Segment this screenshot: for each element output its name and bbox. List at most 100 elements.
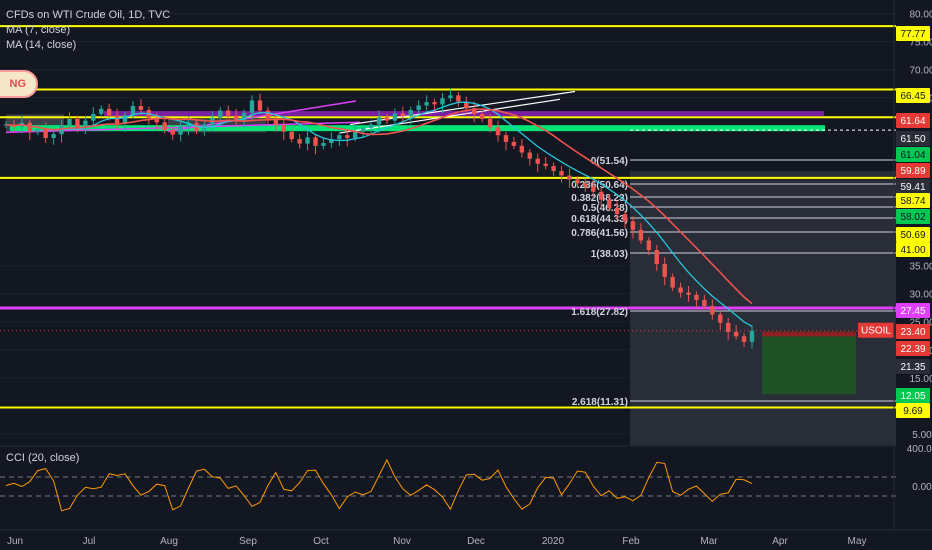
price-badge (896, 163, 930, 178)
x-tick-label: Feb (622, 536, 640, 547)
candle (622, 214, 628, 222)
candle (741, 336, 747, 342)
price-badge-label: 58.02 (900, 212, 925, 223)
target-zone (762, 336, 856, 395)
candle (392, 113, 398, 121)
candle (170, 130, 175, 135)
symbol-title: CFDs on WTI Crude Oil, 1D, TVC (6, 9, 171, 21)
price-badge-label: 50.69 (900, 230, 925, 241)
x-tick-label: 2020 (542, 536, 565, 547)
candle (138, 106, 144, 110)
price-badge (896, 359, 930, 374)
cci-line (5, 458, 753, 512)
y-tick-label: 25.00 (909, 318, 932, 329)
candle (27, 122, 33, 132)
candle (479, 113, 485, 119)
candle (226, 110, 231, 116)
candle (662, 264, 667, 277)
candle (265, 110, 271, 119)
price-badge (896, 242, 930, 257)
price-badge-label: 22.39 (900, 344, 925, 355)
candle (43, 129, 48, 138)
candle (408, 109, 413, 117)
price-badge (896, 147, 930, 162)
candle (654, 250, 659, 265)
cci-legend: CCI (20, close) (6, 452, 80, 464)
candle (162, 122, 167, 131)
status-badge[interactable]: NG (0, 70, 38, 98)
candle (352, 131, 358, 138)
candle (591, 186, 596, 192)
price-badge-label: 61.50 (900, 134, 925, 145)
channel-line (339, 98, 561, 134)
candle (384, 117, 390, 121)
price-badge-label: 77.77 (900, 29, 925, 40)
y-tick-label: 30.00 (909, 290, 932, 301)
candle (472, 108, 477, 114)
candle (321, 143, 326, 146)
candle (575, 179, 580, 184)
candle (646, 240, 652, 251)
x-tick-label: Jun (7, 536, 23, 547)
candle (567, 175, 572, 180)
support-line (10, 125, 825, 132)
ma7-label: MA (7, close) (6, 24, 71, 36)
candle (122, 115, 128, 124)
candle (543, 163, 548, 166)
candle (733, 331, 739, 337)
instrument-tag-label: USOIL (861, 326, 891, 337)
candle (368, 124, 374, 128)
candle (257, 100, 263, 111)
candle (535, 158, 540, 164)
candle (614, 208, 620, 215)
candle (670, 276, 675, 288)
x-tick-label: Jul (83, 536, 96, 547)
price-badge (896, 227, 930, 242)
price-badge (896, 341, 930, 356)
candle (313, 137, 318, 146)
price-badge-label: 27.45 (900, 306, 925, 317)
x-tick-label: Oct (313, 536, 329, 547)
price-badge-label: 41.00 (900, 245, 925, 256)
price-badge-label: 23.40 (900, 327, 925, 338)
price-badge (896, 113, 930, 128)
candle (694, 294, 699, 300)
candle (249, 100, 255, 113)
candle (519, 145, 525, 153)
candle (599, 191, 604, 200)
candle (360, 127, 366, 132)
candle (503, 135, 509, 142)
x-tick-label: Apr (772, 536, 788, 547)
y-tick-label: 70.00 (909, 66, 932, 77)
fib-label: 0.618(44.33) (571, 214, 628, 225)
candle (416, 105, 421, 110)
ma14-label: MA (14, close) (6, 39, 77, 51)
price-badge (896, 324, 930, 339)
candle (337, 135, 342, 140)
price-badge-label: 61.64 (900, 116, 925, 127)
fib-label: 2.618(11.31) (572, 397, 628, 408)
price-badge-label: 12.05 (900, 391, 925, 402)
candle (51, 134, 56, 138)
price-badge-label: 58.74 (900, 196, 925, 207)
candle (305, 137, 310, 144)
cci-pane (0, 446, 896, 528)
candle (67, 118, 72, 126)
price-badge (896, 179, 930, 194)
candle (91, 113, 96, 121)
y-tick-label: 5.00 (912, 430, 932, 441)
price-badge (896, 403, 930, 418)
candle (297, 139, 302, 144)
x-tick-label: Dec (467, 536, 485, 547)
candle (725, 322, 731, 332)
candle (710, 306, 715, 315)
candle (718, 314, 723, 323)
candle (606, 199, 612, 209)
price-badge-label: 61.04 (900, 150, 925, 161)
x-tick-label: Nov (393, 536, 411, 547)
price-badge-label: 66.45 (900, 91, 925, 102)
price-badge (896, 26, 930, 41)
y-tick-label: 80.00 (909, 10, 932, 21)
price-badge-label: 59.89 (900, 166, 925, 177)
